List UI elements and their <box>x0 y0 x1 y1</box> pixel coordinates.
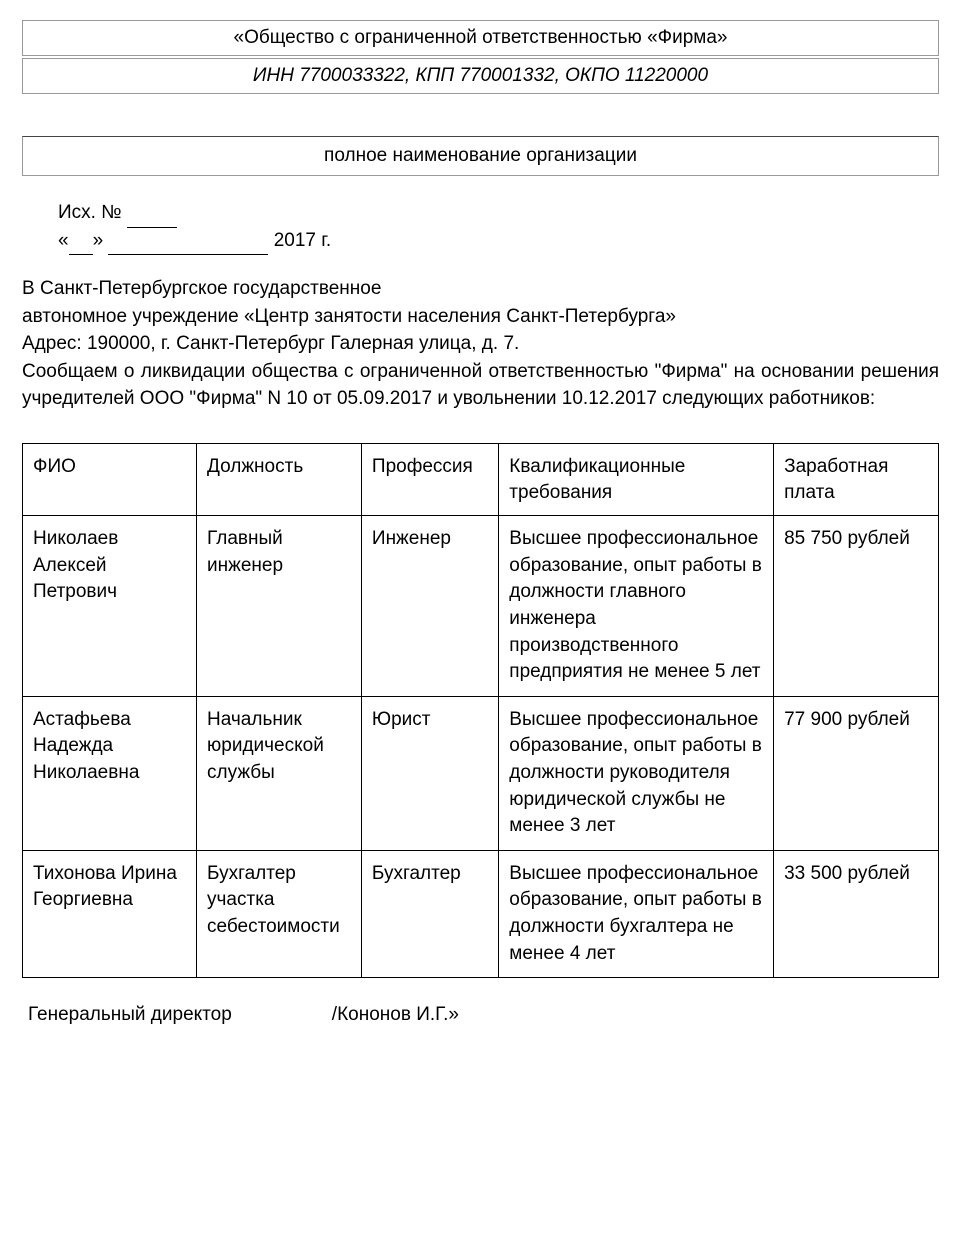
cell-requirements: Высшее профессиональное образование, опы… <box>499 696 774 850</box>
cell-profession: Бухгалтер <box>361 850 498 977</box>
col-header-salary: Заработная плата <box>774 443 939 515</box>
recipient-address: Адрес: 190000, г. Санкт-Петербург Галерн… <box>22 330 939 358</box>
reference-block: Исх. № « » 2017 г. <box>58 200 939 255</box>
date-close-quote: » <box>93 230 104 251</box>
body-text-block: В Санкт-Петербургское государственное ав… <box>22 275 939 413</box>
table-body: Николаев Алексей Петрович Главный инжене… <box>23 516 939 978</box>
table-header-row: ФИО Должность Профессия Квалификационные… <box>23 443 939 515</box>
signer-name: /Кононов И.Г.» <box>332 1004 459 1025</box>
date-month-blank <box>108 228 268 256</box>
cell-salary: 85 750 рублей <box>774 516 939 697</box>
date-line: « » 2017 г. <box>58 228 939 256</box>
cell-salary: 77 900 рублей <box>774 696 939 850</box>
col-header-fio: ФИО <box>23 443 197 515</box>
org-placeholder: полное наименование организации <box>324 145 637 166</box>
col-header-position: Должность <box>197 443 362 515</box>
outgoing-number-blank <box>127 200 177 228</box>
outgoing-label: Исх. № <box>58 202 122 223</box>
company-header-box: «Общество с ограниченной ответственность… <box>22 20 939 56</box>
table-row: Астафьева Надежда Николаевна Начальник ю… <box>23 696 939 850</box>
document-page: «Общество с ограниченной ответственность… <box>0 0 961 1056</box>
date-year: 2017 г. <box>274 230 331 251</box>
spacer <box>22 96 939 136</box>
cell-position: Бухгалтер участка себестоимости <box>197 850 362 977</box>
tax-header-box: ИНН 7700033322, КПП 770001332, ОКПО 1122… <box>22 58 939 94</box>
company-name: «Общество с ограниченной ответственность… <box>234 27 728 48</box>
col-header-profession: Профессия <box>361 443 498 515</box>
main-paragraph: Сообщаем о ликвидации общества с огранич… <box>22 358 939 413</box>
outgoing-number-line: Исх. № <box>58 200 939 228</box>
cell-profession: Инженер <box>361 516 498 697</box>
tax-info: ИНН 7700033322, КПП 770001332, ОКПО 1122… <box>253 65 708 86</box>
cell-fio: Астафьева Надежда Николаевна <box>23 696 197 850</box>
cell-position: Начальник юридической службы <box>197 696 362 850</box>
cell-requirements: Высшее профессиональное образование, опы… <box>499 516 774 697</box>
cell-position: Главный инженер <box>197 516 362 697</box>
recipient-line-2: автономное учреждение «Центр занятости н… <box>22 303 939 331</box>
cell-fio: Тихонова Ирина Георгиевна <box>23 850 197 977</box>
table-row: Тихонова Ирина Георгиевна Бухгалтер учас… <box>23 850 939 977</box>
table-row: Николаев Алексей Петрович Главный инжене… <box>23 516 939 697</box>
cell-salary: 33 500 рублей <box>774 850 939 977</box>
cell-profession: Юрист <box>361 696 498 850</box>
col-header-requirements: Квалификационные требования <box>499 443 774 515</box>
date-day-blank <box>69 228 93 256</box>
org-name-box: полное наименование организации <box>22 136 939 176</box>
signer-title: Генеральный директор <box>28 1004 232 1025</box>
cell-requirements: Высшее профессиональное образование, опы… <box>499 850 774 977</box>
date-open-quote: « <box>58 230 69 251</box>
recipient-line-1: В Санкт-Петербургское государственное <box>22 275 939 303</box>
table-header: ФИО Должность Профессия Квалификационные… <box>23 443 939 515</box>
employees-table: ФИО Должность Профессия Квалификационные… <box>22 443 939 978</box>
signature-line: Генеральный директор/Кононов И.Г.» <box>28 1004 939 1026</box>
cell-fio: Николаев Алексей Петрович <box>23 516 197 697</box>
